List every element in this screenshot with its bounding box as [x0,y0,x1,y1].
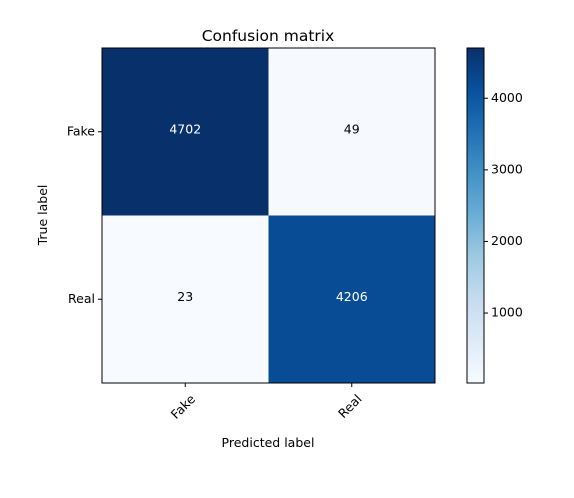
colorbar-tick-label: 4000 [491,90,523,105]
plot-frame [101,47,436,384]
y-axis-label: True label [35,185,50,247]
x-axis-label: Predicted label [222,435,315,450]
heatmap-cell [268,215,435,383]
cell-value-label: 49 [344,121,360,136]
x-tick-label: Fake [168,391,199,422]
heatmap-cell [102,215,269,383]
heatmap-cell [268,48,435,216]
colorbar-ticks: 1000 2000 3000 4000 [484,90,523,320]
heatmap-cell [102,48,269,216]
cell-value-label: 4702 [169,121,201,136]
y-axis-ticks: Fake Real [67,123,102,306]
colorbar [466,47,485,384]
y-tick-label: Real [68,291,95,306]
x-axis-ticks: Fake Real [168,383,365,422]
colorbar-tick-label: 1000 [491,305,523,320]
heatmap-cells [102,48,435,383]
chart-title: Confusion matrix [202,27,335,45]
x-tick-label: Real [335,391,365,421]
y-tick-label: Fake [67,123,95,138]
colorbar-tick-label: 2000 [491,233,523,248]
cell-value-labels: 4702 49 23 4206 [169,121,367,304]
cell-value-label: 4206 [336,289,368,304]
colorbar-tick-label: 3000 [491,161,523,176]
cell-value-label: 23 [177,289,193,304]
